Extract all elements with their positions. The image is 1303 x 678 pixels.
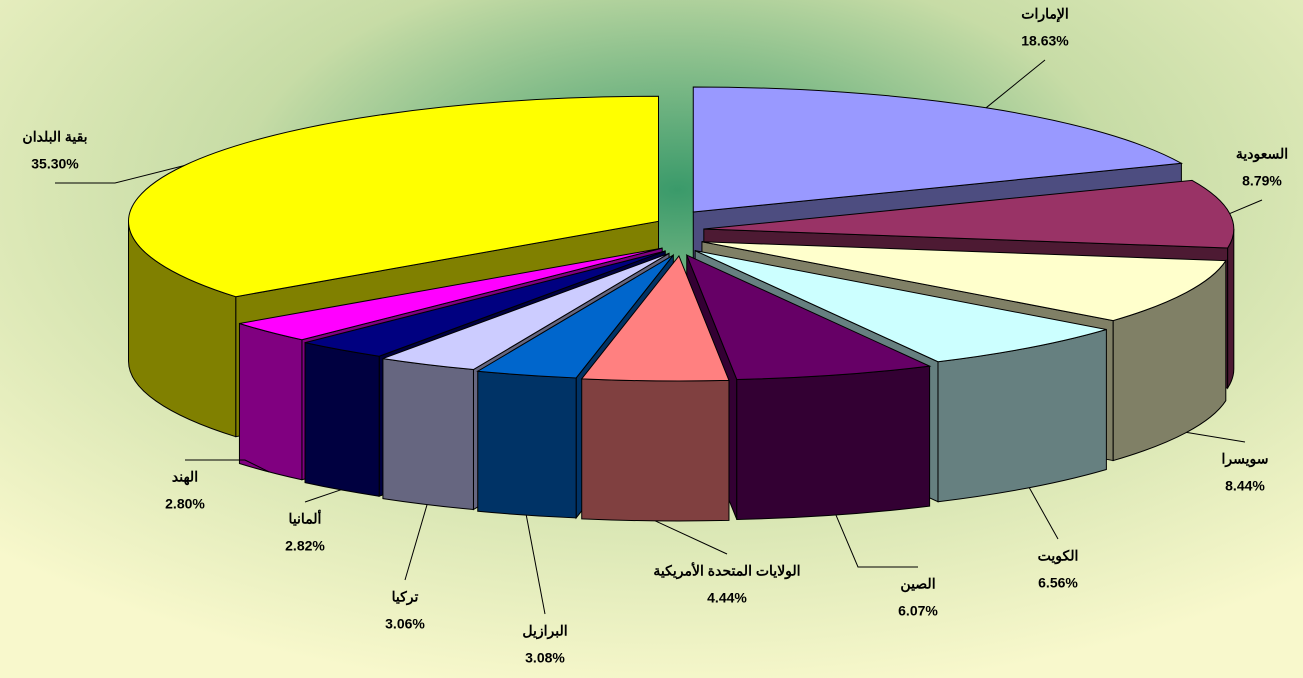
- slice-label: الولايات المتحدة الأمريكية: [653, 562, 800, 580]
- slice-wall: [477, 370, 577, 519]
- slice: [382, 252, 670, 371]
- slice-value-label: 8.44%: [1225, 478, 1265, 494]
- slice: [692, 86, 1184, 213]
- slice: [580, 254, 730, 382]
- slice-wall: [304, 342, 380, 497]
- slice-wall: [736, 365, 931, 520]
- leader-line: [185, 459, 270, 473]
- slice-value-label: 6.07%: [898, 603, 938, 619]
- slice-label: ألمانيا: [289, 509, 322, 527]
- slice: [476, 254, 674, 379]
- slice: [685, 254, 932, 380]
- slice: [703, 179, 1235, 249]
- leader-line: [1028, 487, 1059, 540]
- slice: [239, 247, 663, 341]
- slice: [701, 241, 1227, 322]
- slice-value-label: 3.08%: [525, 650, 565, 666]
- leader-line: [654, 520, 728, 555]
- slice-value-label: 35.30%: [31, 156, 79, 172]
- slice-label: تركيا: [392, 589, 419, 606]
- leader-line: [985, 59, 1046, 109]
- slice-wall: [238, 322, 303, 481]
- slice-wall: [1227, 229, 1235, 390]
- slice-label: سويسرا: [1222, 451, 1269, 468]
- leader-line: [1229, 199, 1263, 215]
- slice-value-label: 18.63%: [1021, 33, 1069, 49]
- leader-line: [835, 514, 918, 568]
- slice-value-label: 2.80%: [165, 496, 205, 512]
- slice-label: السعودية: [1236, 146, 1288, 163]
- slice-label: الكويت: [1038, 548, 1079, 565]
- leader-line: [404, 504, 428, 581]
- slice-label: الإمارات: [1021, 6, 1068, 24]
- slice-wall: [581, 378, 730, 522]
- slice-value-label: 6.56%: [1038, 575, 1078, 591]
- slice-label: الصين: [900, 576, 935, 593]
- slice: [694, 250, 1107, 363]
- leader-line: [1186, 431, 1246, 443]
- slice-value-label: 4.44%: [707, 590, 747, 606]
- slice-value-label: 3.06%: [385, 616, 425, 632]
- slice-value-label: 2.82%: [285, 538, 325, 554]
- slice: [304, 250, 666, 357]
- slice-wall: [382, 357, 474, 511]
- leader-line: [525, 515, 546, 615]
- slice-value-label: 8.79%: [1242, 173, 1282, 189]
- slice-label: الهند: [172, 469, 198, 486]
- leader-line: [55, 165, 185, 184]
- leader-line: [304, 489, 341, 503]
- slice-label: بقية البلدان: [22, 129, 87, 145]
- slice-label: البرازيل: [522, 623, 567, 640]
